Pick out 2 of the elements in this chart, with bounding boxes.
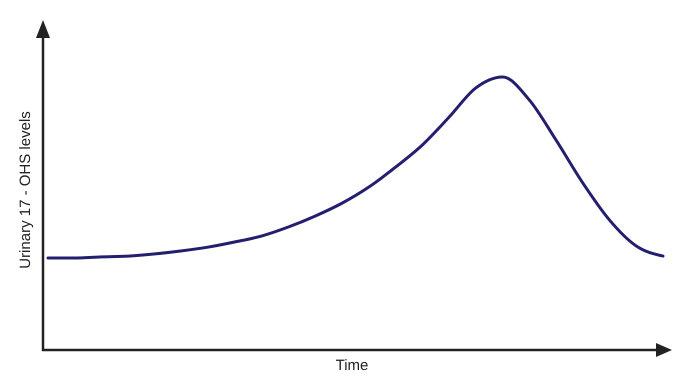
- y-axis-title: Urinary 17 - OHS levels: [17, 111, 34, 269]
- x-axis-title: Time: [336, 357, 368, 374]
